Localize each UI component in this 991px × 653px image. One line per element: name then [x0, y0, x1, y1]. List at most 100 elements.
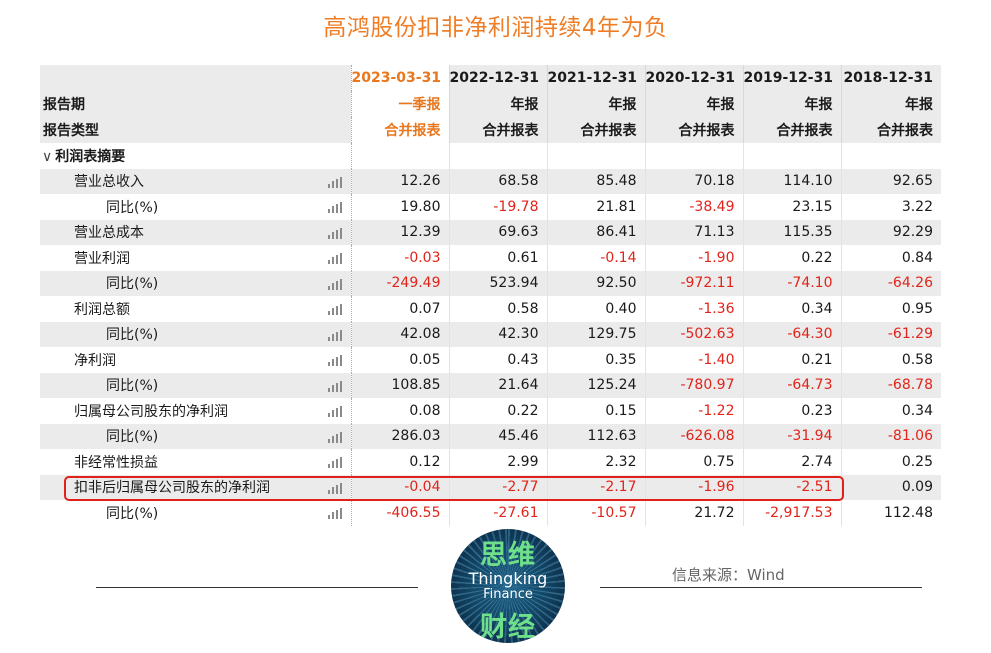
bar-chart-icon[interactable] — [327, 380, 342, 392]
cell-value: 0.07 — [350, 296, 449, 322]
row-label-text: 利润总额 — [74, 301, 130, 318]
cell-value: 0.22 — [742, 245, 841, 271]
logo: 思维 Thingking Finance 财经 — [451, 529, 565, 643]
cell-value: 2.74 — [742, 449, 841, 475]
cell-value: -64.26 — [840, 270, 941, 296]
cell-value: -27.61 — [448, 500, 547, 526]
cell-value: -249.49 — [350, 270, 449, 296]
bar-chart-icon[interactable] — [327, 406, 342, 417]
cell-value: 85.48 — [546, 168, 645, 194]
cell-value: 0.08 — [350, 398, 449, 424]
cell-value: -81.06 — [840, 423, 941, 449]
header-period: 2021-12-31 — [546, 65, 645, 91]
cell-value: -1.22 — [644, 398, 743, 424]
cell-value: -31.94 — [742, 423, 841, 449]
section-row[interactable]: ∨ 利润表摘要 — [40, 143, 941, 169]
header-label: 报告期 — [40, 91, 351, 117]
row-label: 同比(%) — [40, 194, 351, 220]
header-row: 报告期 一季报 年报 年报 年报 年报 年报 — [40, 91, 941, 117]
bar-chart-icon[interactable] — [327, 482, 342, 494]
cell-value: 19.80 — [350, 194, 449, 220]
cell-value: -68.78 — [840, 372, 941, 398]
header-report: 年报 — [448, 91, 547, 117]
row-label-text: 营业总成本 — [74, 225, 144, 242]
cell-value: 0.58 — [840, 347, 941, 373]
bar-chart-icon[interactable] — [327, 253, 342, 264]
cell-value: 2.32 — [546, 449, 645, 475]
row-label-text: 同比(%) — [106, 327, 159, 344]
section-label[interactable]: ∨ 利润表摘要 — [40, 143, 351, 169]
cell-value: 21.64 — [448, 372, 547, 398]
header-period: 2023-03-31 — [350, 65, 449, 91]
cell-value: 42.30 — [448, 321, 547, 347]
cell-value: 86.41 — [546, 219, 645, 245]
bar-chart-icon[interactable] — [327, 227, 342, 239]
row-label-text: 同比(%) — [106, 505, 159, 522]
header-type: 合并报表 — [840, 117, 941, 143]
cell-value: -502.63 — [644, 321, 743, 347]
cell-value: -64.30 — [742, 321, 841, 347]
cell-value: 0.58 — [448, 296, 547, 322]
bar-chart-icon[interactable] — [327, 176, 342, 188]
cell-value: -780.97 — [644, 372, 743, 398]
divider-right — [600, 587, 922, 588]
bar-chart-icon[interactable] — [327, 329, 342, 341]
cell-value: 125.24 — [546, 372, 645, 398]
cell-value: -64.73 — [742, 372, 841, 398]
row-label: 净利润 — [40, 347, 351, 373]
cell-value: -19.78 — [448, 194, 547, 220]
source-note: 信息来源：Wind — [672, 566, 785, 584]
cell-value: -626.08 — [644, 423, 743, 449]
cell-value: -2.17 — [546, 474, 645, 500]
cell-value: 23.15 — [742, 194, 841, 220]
chevron-down-icon[interactable]: ∨ — [42, 148, 53, 165]
header-report: 年报 — [840, 91, 941, 117]
row-label-text: 同比(%) — [106, 429, 159, 446]
cell-value: -38.49 — [644, 194, 743, 220]
cell-value: -972.11 — [644, 270, 743, 296]
cell-value: -74.10 — [742, 270, 841, 296]
row-label: 营业利润 — [40, 245, 351, 271]
table-row: 归属母公司股东的净利润 0.08 0.22 0.15 -1.22 0.23 0.34 — [40, 398, 941, 424]
cell-value: 114.10 — [742, 168, 841, 194]
cell-value: 0.84 — [840, 245, 941, 271]
header-label: 报告类型 — [40, 117, 351, 143]
bar-chart-icon[interactable] — [327, 431, 342, 443]
table-row: 同比(%) -249.49 523.94 92.50 -972.11 -74.10 -64.… — [40, 270, 941, 296]
table-row: 净利润 0.05 0.43 0.35 -1.40 0.21 0.58 — [40, 347, 941, 373]
cell-value: 0.61 — [448, 245, 547, 271]
bar-chart-icon[interactable] — [327, 457, 342, 468]
bar-chart-icon[interactable] — [327, 355, 342, 366]
bar-chart-icon[interactable] — [327, 304, 342, 315]
bar-chart-icon[interactable] — [327, 202, 342, 213]
section-cell — [350, 143, 449, 169]
cell-value: 0.12 — [350, 449, 449, 475]
row-label: 营业总成本 — [40, 220, 351, 246]
cell-value: -406.55 — [350, 500, 449, 526]
row-label-text: 同比(%) — [106, 378, 159, 395]
cell-value: -61.29 — [840, 321, 941, 347]
row-label: 利润总额 — [40, 296, 351, 322]
header-period: 2018-12-31 — [840, 65, 941, 91]
cell-value: 0.15 — [546, 398, 645, 424]
bar-chart-icon[interactable] — [327, 508, 342, 519]
cell-value: 12.26 — [350, 168, 449, 194]
cell-value: 68.58 — [448, 168, 547, 194]
table-row: 同比(%) 42.08 42.30 129.75 -502.63 -64.30 -61.29 — [40, 321, 941, 347]
cell-value: 0.34 — [840, 398, 941, 424]
section-cell — [546, 143, 645, 169]
cell-value: 129.75 — [546, 321, 645, 347]
header-report: 一季报 — [350, 91, 449, 117]
header-report: 年报 — [742, 91, 841, 117]
cell-value: -0.04 — [350, 474, 449, 500]
cell-value: 0.23 — [742, 398, 841, 424]
header-type: 合并报表 — [546, 117, 645, 143]
table-row: 同比(%) 286.03 45.46 112.63 -626.08 -31.94 -81.0… — [40, 423, 941, 449]
header-period: 2019-12-31 — [742, 65, 841, 91]
cell-value: 0.09 — [840, 474, 941, 500]
logo-top-text: 思维 — [480, 540, 536, 571]
row-label: 同比(%) — [40, 500, 351, 526]
cell-value: 71.13 — [644, 219, 743, 245]
cell-value: 21.72 — [644, 500, 743, 526]
bar-chart-icon[interactable] — [327, 278, 342, 290]
